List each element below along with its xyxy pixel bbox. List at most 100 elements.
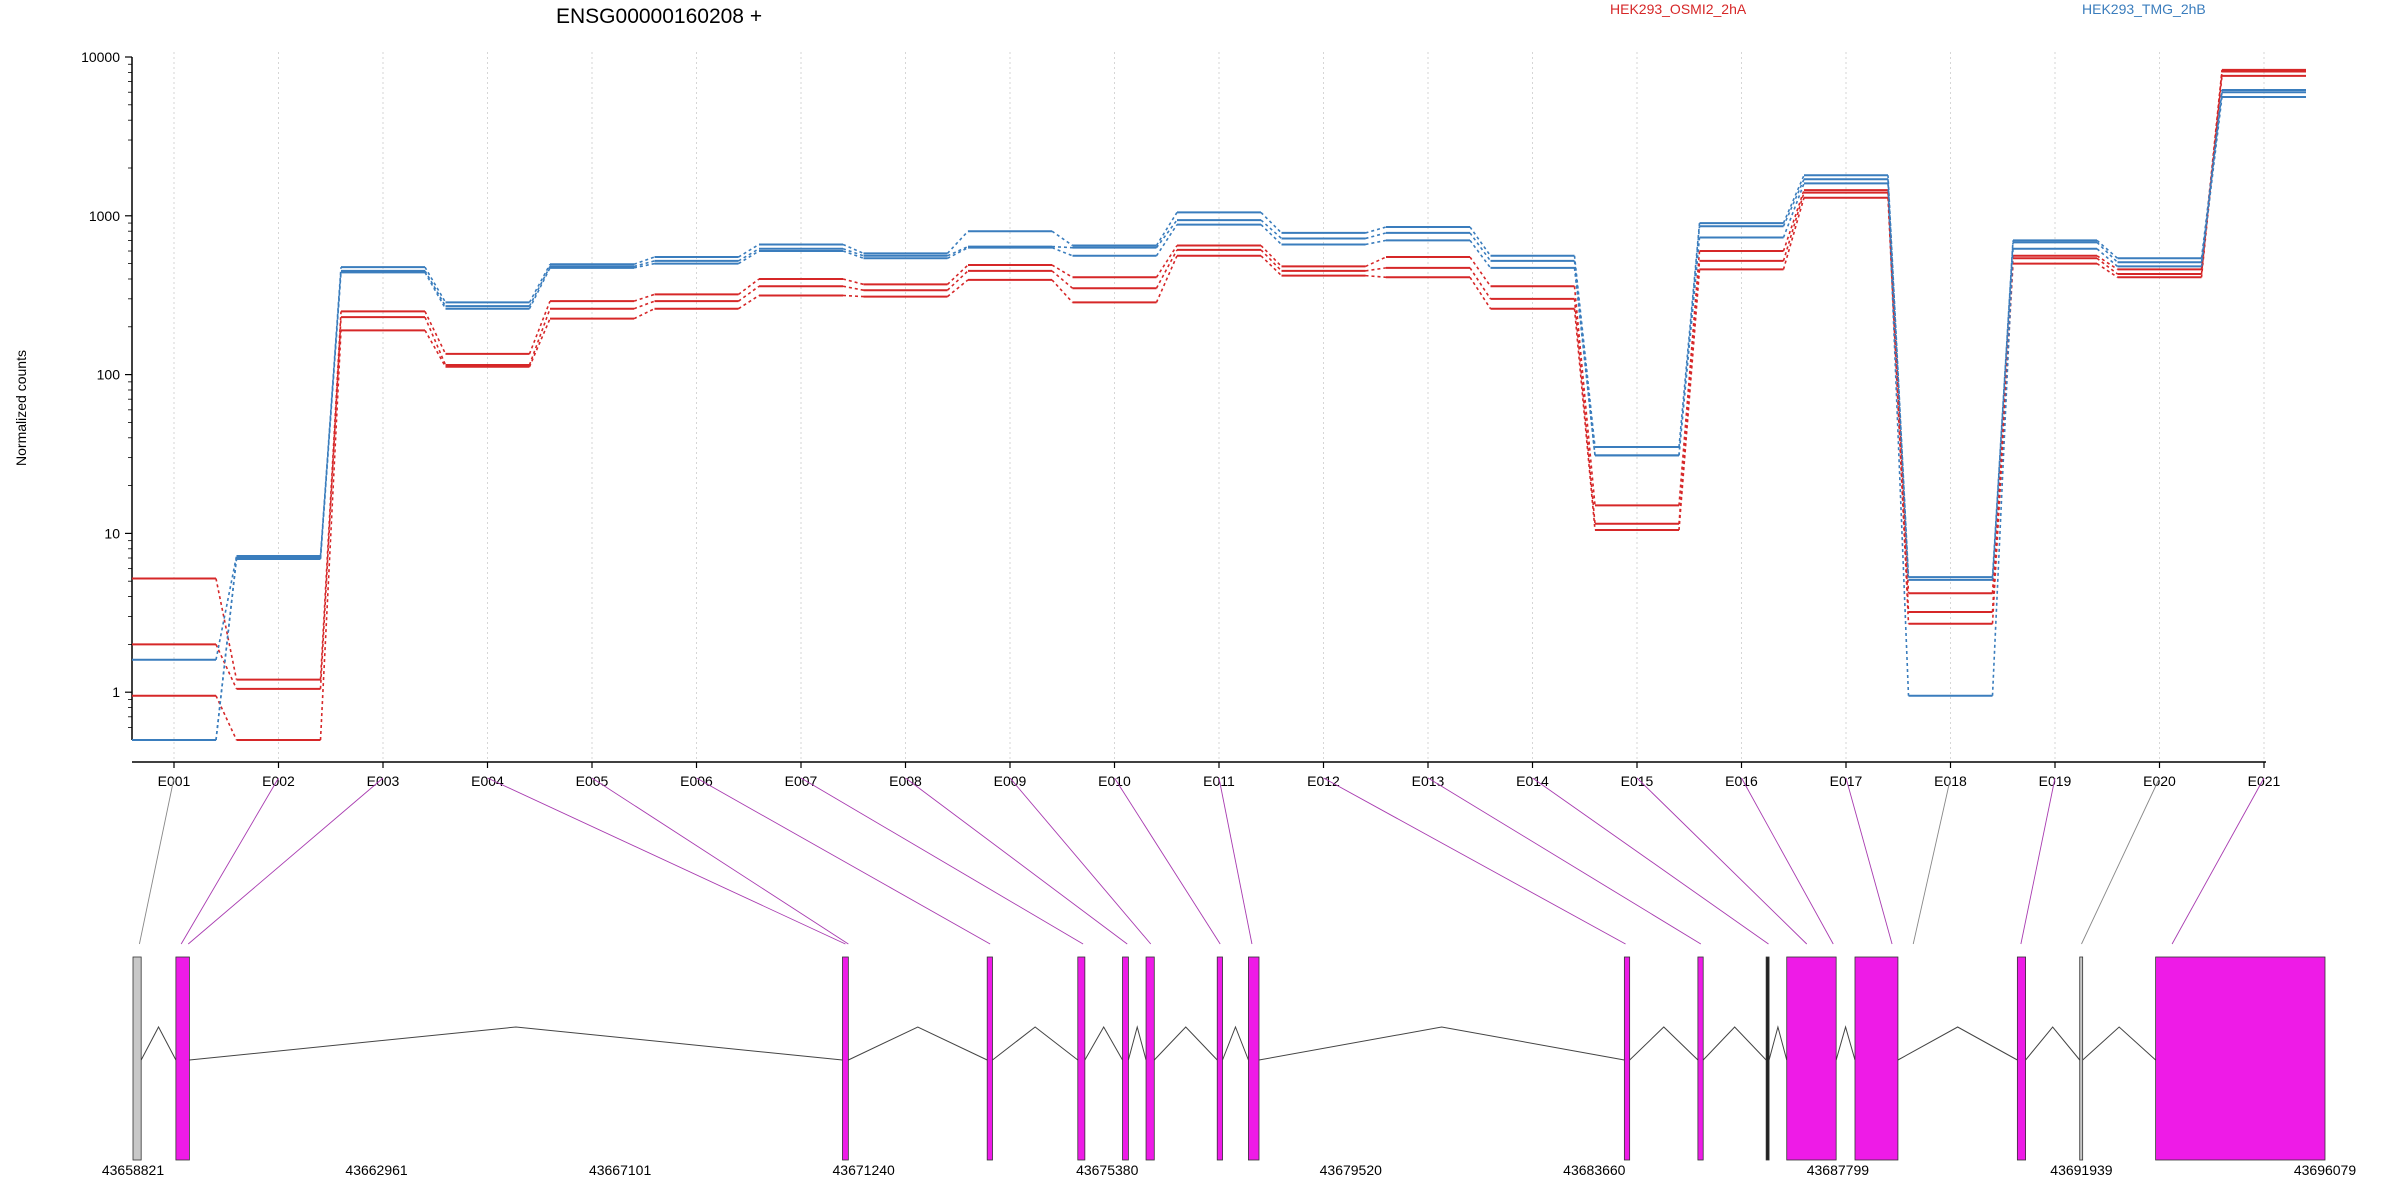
series-transition <box>1365 267 1387 272</box>
coordinate-label: 43675380 <box>1076 1162 1139 1178</box>
series-transition <box>1365 274 1387 279</box>
exon-connector <box>1741 777 1834 945</box>
series-transition <box>528 308 551 366</box>
series-transition <box>319 311 342 680</box>
x-tick-label-E001: E001 <box>158 773 191 789</box>
series-transition <box>215 578 238 680</box>
series-transition <box>1573 298 1596 524</box>
series-transition <box>1573 286 1596 506</box>
exon-block <box>1216 956 1223 1161</box>
x-tick-label-E008: E008 <box>889 773 922 789</box>
exon-connector <box>905 777 1128 945</box>
series-transition <box>2096 262 2118 278</box>
series-transition <box>528 263 551 303</box>
exon-connector <box>187 777 384 945</box>
intron-line <box>2082 1026 2156 1061</box>
intron-line <box>1153 1026 1218 1061</box>
exon-connector <box>1845 777 1893 945</box>
series-transition <box>738 285 760 302</box>
series-transition <box>738 278 760 296</box>
series-transition <box>946 279 969 298</box>
series-transition <box>1782 178 1805 227</box>
exon-connector <box>2081 777 2160 945</box>
exon-block <box>842 956 849 1161</box>
series-3 <box>132 88 2306 661</box>
exon-connector <box>1114 777 1221 945</box>
series-transition <box>1782 183 1805 238</box>
series-transition <box>424 311 447 355</box>
x-tick-label-E016: E016 <box>1725 773 1758 789</box>
coordinate-label: 43658821 <box>102 1162 165 1178</box>
series-transition <box>842 243 864 255</box>
exon-connector <box>2020 777 2056 945</box>
series-transition <box>1573 267 1596 456</box>
exon-connector <box>1009 777 1152 945</box>
x-tick-label-E014: E014 <box>1516 773 1549 789</box>
intron-line <box>848 1026 988 1061</box>
exon-block <box>2016 956 2026 1161</box>
series-transition <box>1678 222 1701 448</box>
exon-block <box>1248 956 1260 1161</box>
series-transition <box>633 293 655 302</box>
series-transition <box>1887 183 1910 696</box>
series-transition <box>319 317 342 689</box>
exon-connector <box>1636 777 1808 945</box>
series-transition <box>1260 219 1283 240</box>
series-transition <box>1051 279 1074 303</box>
series-transition <box>946 264 969 285</box>
x-tick-label-E010: E010 <box>1098 773 1131 789</box>
series-transition <box>1991 240 2014 578</box>
exon-block <box>2079 956 2084 1161</box>
series-transition <box>1365 232 1387 240</box>
series-transition <box>1678 237 1701 456</box>
series-transition <box>738 248 760 262</box>
y-tick-label: 10 <box>104 525 120 541</box>
y-tick-label: 1 <box>112 684 120 700</box>
exon-block <box>1854 956 1899 1161</box>
exon-block <box>132 956 142 1161</box>
series-transition <box>1469 226 1492 257</box>
series-1 <box>132 70 2306 690</box>
series-transition <box>947 246 969 260</box>
series-transition <box>1155 249 1178 289</box>
intron-line <box>140 1025 177 1061</box>
x-tick-label-E006: E006 <box>680 773 713 789</box>
series-transition <box>1260 211 1283 234</box>
series-transition <box>215 695 238 741</box>
y-tick-label: 100 <box>97 367 121 383</box>
series-transition <box>1155 255 1178 303</box>
x-tick-label-E020: E020 <box>2143 773 2176 789</box>
series-transition <box>633 300 655 310</box>
series-transition <box>1155 224 1178 257</box>
series-transition <box>1782 197 1805 270</box>
gene-model: 43658821 43662961 43667101 43671240 43675380… <box>102 956 2356 1178</box>
gridlines <box>173 52 2265 762</box>
x-tick-label-E009: E009 <box>994 773 1027 789</box>
exon-connector <box>1912 777 1951 945</box>
coordinate-label: 43683660 <box>1563 1162 1626 1178</box>
series-transition <box>424 329 447 368</box>
series-transition <box>738 294 760 310</box>
x-tick-label-E012: E012 <box>1307 773 1340 789</box>
series-transition <box>528 266 551 307</box>
x-tick-label-E013: E013 <box>1412 773 1445 789</box>
series-transition <box>1469 267 1492 300</box>
series-transition <box>424 272 447 310</box>
series-transition <box>1365 239 1387 246</box>
exon-block <box>1122 956 1129 1161</box>
exon-connector <box>800 777 1084 945</box>
series-transition <box>1365 256 1387 268</box>
coordinate-label: 43671240 <box>833 1162 896 1178</box>
series-transition <box>2200 92 2223 263</box>
series-transition <box>215 644 238 690</box>
intron-line <box>1897 1026 2018 1061</box>
series-transition <box>319 330 342 741</box>
series-transition <box>528 318 551 368</box>
exon-connector <box>2171 777 2265 945</box>
exon-connector <box>487 777 846 945</box>
series-transition <box>1051 270 1074 289</box>
series-transition <box>1155 245 1178 278</box>
series-transition <box>842 248 864 257</box>
series-transition <box>633 260 655 268</box>
